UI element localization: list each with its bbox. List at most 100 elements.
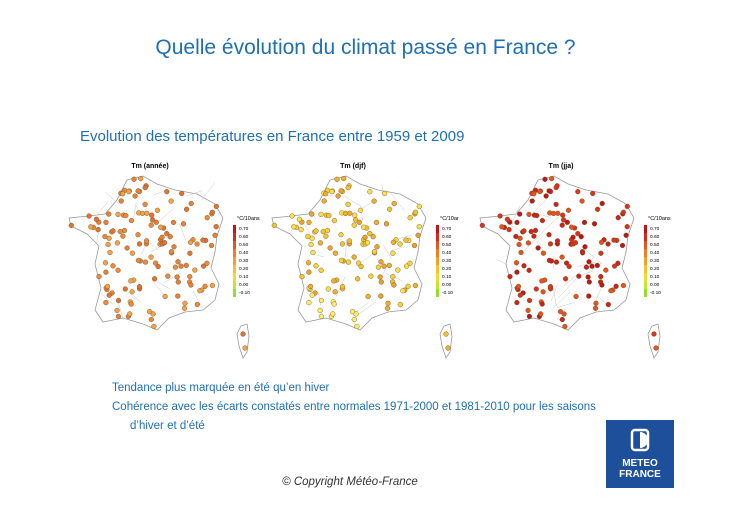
station-marker — [318, 313, 325, 320]
station-marker — [594, 262, 600, 269]
color-legend: °C/10ans 0.70 0.60 0.50 0.40 0.30 0.20 0.10 0.00… — [644, 216, 671, 297]
department-border — [523, 231, 544, 252]
legend-tick: 0.40 — [442, 250, 452, 256]
station-marker — [324, 227, 331, 234]
legend-tick: 0.50 — [239, 242, 249, 248]
station-marker — [526, 267, 532, 273]
station-marker — [194, 241, 200, 247]
legend-swatch — [233, 241, 236, 249]
station-marker — [375, 264, 382, 270]
bullet-2: Cohérence avec les écarts constatés entr… — [112, 401, 596, 413]
station-marker — [306, 300, 312, 306]
station-marker — [138, 176, 144, 182]
station-marker — [115, 297, 122, 304]
station-marker — [384, 305, 391, 311]
station-marker — [159, 234, 165, 240]
station-marker — [318, 267, 324, 273]
department-border — [512, 205, 521, 222]
department-border — [542, 216, 559, 232]
station-marker — [351, 222, 357, 228]
station-marker — [547, 241, 554, 247]
station-marker — [136, 284, 143, 290]
legend-tick: 0.20 — [239, 266, 249, 272]
station-marker — [114, 240, 121, 246]
station-marker — [605, 241, 611, 247]
map-title: Tm (djf) — [340, 163, 366, 170]
station-marker — [128, 301, 134, 307]
station-marker — [390, 273, 396, 280]
station-marker — [331, 278, 337, 284]
france-outline — [479, 175, 635, 331]
station-marker — [187, 250, 193, 256]
station-marker — [202, 283, 208, 289]
station-marker — [351, 254, 357, 260]
station-marker — [540, 250, 547, 256]
department-border — [318, 292, 321, 306]
station-marker — [553, 259, 560, 265]
corsica-outline — [439, 323, 453, 359]
station-marker — [318, 211, 324, 218]
station-marker — [615, 260, 621, 266]
department-border — [117, 301, 124, 321]
station-marker — [549, 176, 555, 182]
station-marker — [242, 345, 248, 351]
legend-tick: 0.40 — [650, 250, 660, 256]
station-marker — [194, 301, 200, 308]
station-marker — [175, 259, 181, 265]
station-marker — [504, 216, 511, 222]
station-marker — [175, 293, 181, 299]
station-marker — [168, 198, 174, 204]
station-marker — [546, 232, 552, 238]
station-marker — [568, 224, 575, 230]
station-marker — [317, 307, 323, 314]
station-marker — [599, 282, 605, 288]
map-title: Tm (jja) — [549, 163, 574, 170]
station-marker — [598, 239, 605, 245]
station-marker — [187, 239, 194, 245]
station-marker — [518, 249, 524, 256]
station-marker — [374, 244, 380, 250]
station-marker — [360, 224, 367, 230]
station-marker — [136, 241, 143, 247]
station-marker — [578, 234, 584, 240]
station-marker — [104, 283, 111, 290]
station-marker — [143, 238, 150, 244]
department-border — [381, 184, 384, 193]
station-marker — [400, 288, 406, 294]
station-marker — [192, 267, 198, 273]
station-marker — [320, 228, 326, 235]
legend-tick: 0.40 — [239, 250, 249, 256]
department-border — [179, 223, 187, 241]
station-marker — [521, 263, 527, 269]
station-marker — [132, 193, 138, 199]
logo-text-line1: METEO — [622, 458, 658, 469]
department-border — [556, 302, 574, 309]
station-marker — [115, 211, 121, 218]
station-marker — [120, 191, 126, 197]
legend-tick: 0.30 — [442, 258, 452, 264]
station-marker — [175, 279, 181, 285]
station-marker — [347, 210, 353, 216]
station-marker — [560, 212, 566, 218]
station-marker — [129, 289, 135, 295]
department-border — [557, 278, 577, 299]
station-marker — [95, 226, 101, 233]
department-border — [496, 259, 508, 265]
logo-text-line2: FRANCE — [619, 469, 661, 480]
station-marker — [605, 301, 611, 308]
station-marker — [332, 289, 338, 295]
station-marker — [526, 211, 532, 218]
station-marker — [144, 210, 150, 216]
station-marker — [106, 292, 112, 298]
station-marker — [171, 244, 177, 250]
map-geometry — [479, 175, 661, 359]
legend-tick: 0.30 — [239, 258, 249, 264]
station-marker — [362, 234, 368, 240]
station-marker — [407, 260, 413, 266]
station-marker — [128, 217, 135, 224]
station-marker — [358, 263, 364, 270]
station-marker — [102, 233, 108, 240]
station-marker — [135, 232, 141, 238]
legend-tick: 0.10 — [239, 274, 249, 280]
station-marker — [114, 307, 120, 314]
